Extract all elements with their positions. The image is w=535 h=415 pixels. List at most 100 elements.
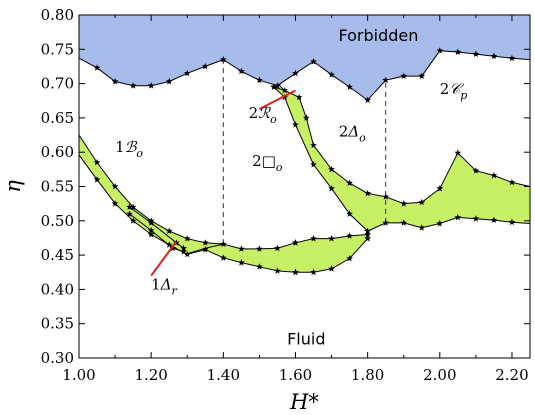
data-point-1 (93, 64, 101, 71)
data-point-24 (508, 54, 516, 62)
coexistence-band-3 (129, 207, 184, 252)
x-tick-label-3: 1.60 (279, 366, 312, 384)
data-point-89 (436, 219, 444, 227)
data-point-86 (382, 219, 390, 226)
data-point-82 (310, 160, 317, 168)
y-axis-title: η (1, 180, 25, 193)
coexistence-band-3-lower (129, 213, 184, 253)
forbidden-region (79, 15, 530, 101)
region-label-forbidden: Forbidden (339, 26, 419, 45)
data-point-88 (418, 224, 426, 231)
coexistence-band-2-lower (273, 86, 531, 232)
data-point-99 (126, 210, 133, 217)
data-point-65 (302, 114, 310, 121)
data-point-32 (183, 235, 191, 242)
x-tick-label-0: 1.00 (62, 366, 95, 384)
data-point-63 (281, 86, 289, 94)
data-point-3 (129, 82, 137, 89)
data-point-23 (490, 52, 498, 60)
data-point-61 (364, 235, 372, 242)
data-point-85 (364, 227, 372, 234)
data-point-12 (292, 69, 299, 77)
y-tick-label-7: 0.65 (41, 109, 74, 127)
phase-label-2: 2Δo (339, 122, 366, 144)
data-point-56 (364, 230, 372, 238)
marker-layer (93, 47, 516, 276)
data-point-13 (310, 58, 317, 65)
data-point-29 (129, 203, 137, 210)
fill-layer (79, 15, 530, 273)
data-point-76 (490, 171, 498, 179)
data-point-46 (201, 246, 209, 253)
data-point-10 (256, 76, 263, 84)
y-tick-label-10: 0.80 (41, 6, 74, 24)
data-point-71 (400, 200, 408, 207)
data-point-9 (237, 67, 245, 75)
data-point-79 (270, 83, 278, 90)
y-tick-label-4: 0.50 (41, 212, 74, 230)
data-point-95 (126, 203, 133, 210)
data-point-67 (328, 165, 335, 173)
data-point-4 (147, 82, 155, 89)
data-point-48 (237, 259, 245, 266)
data-point-40 (93, 176, 101, 183)
data-point-42 (129, 217, 137, 224)
x-tick-label-1: 1.20 (134, 366, 167, 384)
data-point-14 (328, 71, 335, 78)
data-point-15 (346, 83, 353, 90)
x-axis-title: H* (289, 390, 319, 414)
data-point-6 (183, 69, 191, 77)
phase-label-1: 2□o (252, 152, 283, 174)
data-point-19 (418, 72, 426, 79)
coexistence-band-2 (273, 87, 530, 232)
data-point-7 (201, 62, 209, 70)
coexistence-band-1 (295, 234, 368, 273)
annotation-layer (150, 89, 296, 277)
tick-layer (78, 14, 530, 359)
data-point-91 (472, 215, 480, 222)
y-tick-label-2: 0.40 (41, 280, 74, 298)
data-point-20 (436, 47, 444, 54)
data-point-53 (310, 235, 317, 242)
data-point-47 (219, 254, 227, 261)
data-point-33 (201, 239, 209, 246)
data-point-102 (180, 248, 188, 255)
data-point-58 (310, 268, 317, 276)
data-point-87 (400, 219, 408, 226)
data-point-55 (346, 232, 353, 239)
data-point-27 (93, 158, 101, 166)
data-point-31 (165, 227, 173, 234)
data-point-64 (295, 93, 303, 101)
annotation-arrow-0 (258, 89, 296, 110)
y-tick-label-3: 0.45 (41, 246, 74, 264)
data-point-21 (454, 48, 462, 55)
y-tick-label-1: 0.35 (41, 315, 74, 333)
data-point-96 (147, 219, 155, 226)
data-point-59 (328, 265, 335, 272)
data-point-43 (147, 230, 155, 238)
data-point-8 (219, 56, 227, 63)
data-point-70 (382, 193, 390, 200)
data-point-41 (111, 200, 119, 207)
y-tick-label-5: 0.55 (41, 178, 74, 196)
coexistence-band-3-upper (129, 206, 184, 249)
y-tick-label-0: 0.30 (41, 349, 74, 367)
data-point-5 (165, 77, 173, 85)
data-point-98 (180, 244, 188, 252)
data-point-66 (310, 141, 317, 149)
phase-label-5: 1Δr (151, 275, 177, 297)
data-point-18 (400, 72, 408, 79)
data-point-81 (292, 121, 299, 128)
data-point-35 (237, 245, 245, 252)
data-point-75 (472, 167, 480, 174)
x-tick-label-4: 1.80 (351, 366, 384, 384)
data-point-74 (454, 149, 462, 156)
data-point-54 (328, 235, 335, 242)
data-point-92 (490, 216, 498, 223)
x-tick-label-2: 1.40 (207, 366, 240, 384)
label-layer: 1.00 1.20 1.40 1.60 1.80 2.00 2.20 0.30 0.35 0.40… (1, 6, 529, 414)
phase-label-3: 2𝒞p (440, 80, 468, 102)
data-point-77 (508, 178, 516, 186)
data-point-36 (256, 245, 263, 252)
